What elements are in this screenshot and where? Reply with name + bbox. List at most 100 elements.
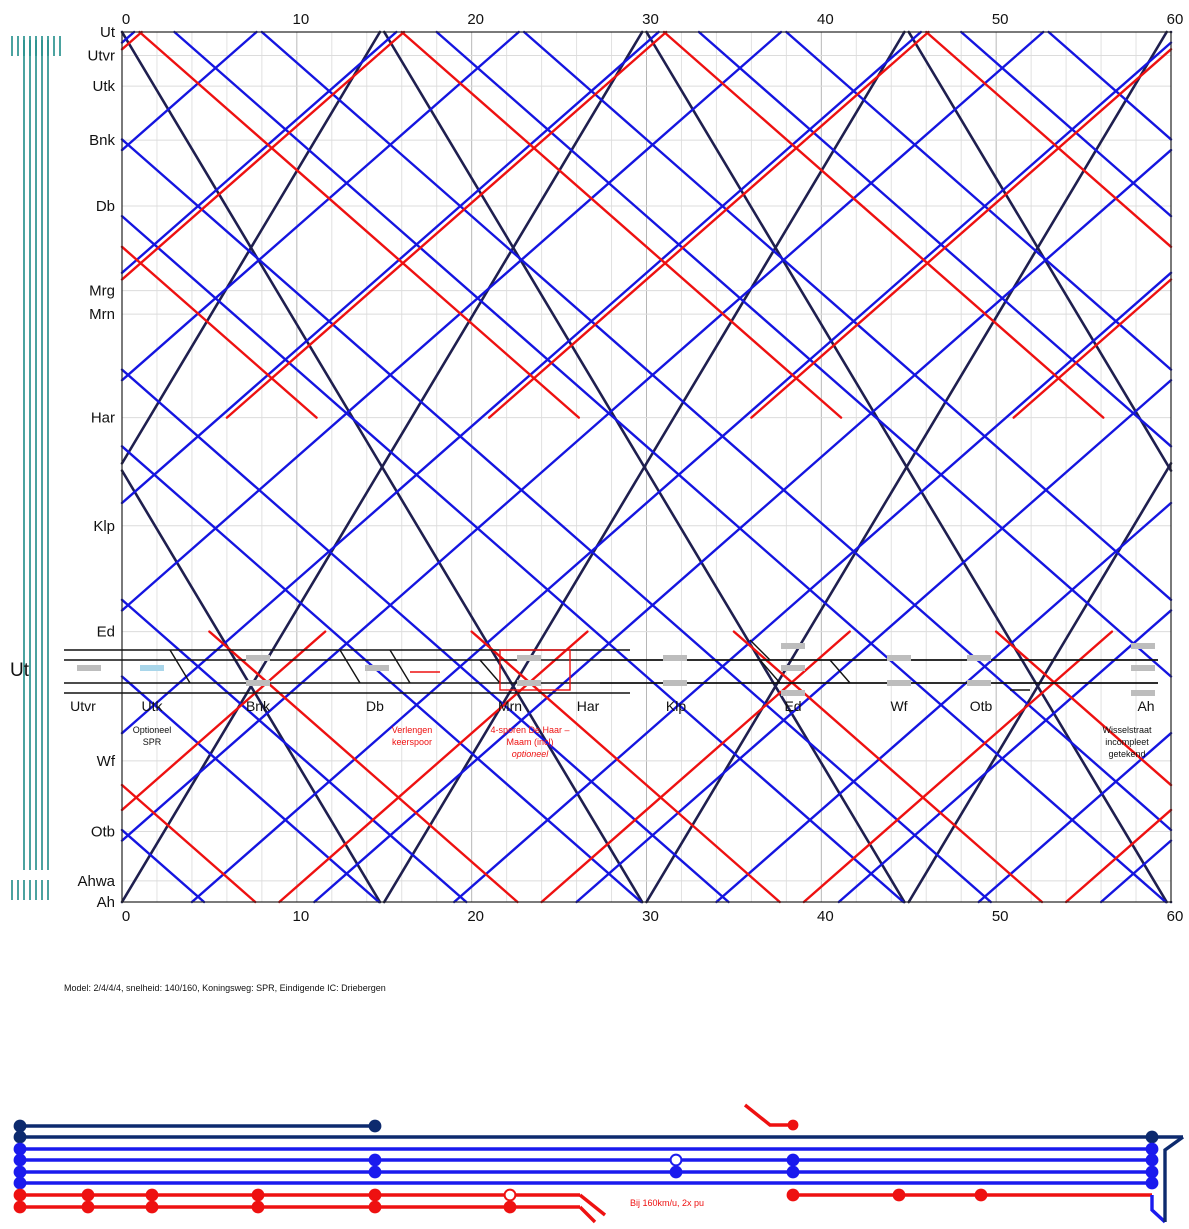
train-path-spr — [120, 598, 468, 904]
service-extra-1-stop — [251, 1188, 265, 1202]
chart-grid — [121, 31, 1172, 903]
train-path-extra — [540, 630, 851, 904]
note-mrn: 4-sporen De Haar – — [490, 725, 569, 735]
train-path-spr — [120, 828, 206, 904]
note-db: keerspoor — [392, 737, 432, 747]
train-path-extra — [400, 30, 843, 419]
x-axis-top: 0 10 20 30 40 50 60 — [122, 11, 1184, 28]
train-path-spr — [697, 30, 1173, 448]
station-label: Ah — [97, 894, 115, 911]
train-path-spr — [120, 30, 923, 735]
service-spr-3-stop — [786, 1165, 800, 1179]
schematic-station-label: Otb — [970, 698, 993, 714]
platform — [781, 665, 805, 671]
note-utk: SPR — [143, 737, 162, 747]
crossover — [389, 649, 411, 684]
x-tick-label-bottom: 20 — [467, 908, 484, 925]
track-occupancy-ribbon — [11, 36, 61, 900]
service-spr-2-stop — [786, 1153, 800, 1167]
platform — [517, 655, 541, 661]
station-label: Utvr — [88, 48, 116, 65]
note-ah: incompleet — [1105, 737, 1149, 747]
train-path-spr — [173, 30, 1167, 904]
schematic-station-label: Ah — [1137, 698, 1154, 714]
service-lines-legend: Bij 160km/u, 2x pu — [13, 1103, 1184, 1224]
crossover — [479, 659, 501, 684]
x-tick-label-top: 30 — [642, 11, 659, 28]
station-label: Ahwa — [77, 873, 115, 890]
four-track-section — [499, 649, 571, 691]
x-tick-label-top: 40 — [817, 11, 834, 28]
train-path-spr — [120, 30, 520, 382]
train-path-spr — [435, 30, 1173, 678]
train-path-extra — [1012, 278, 1173, 419]
platform — [140, 665, 164, 671]
note-ah: getekend — [1108, 749, 1145, 759]
platform — [663, 655, 687, 661]
train-path-extra — [120, 630, 327, 812]
train-path-spr — [715, 501, 1173, 904]
service-spr-4-stop — [1145, 1176, 1159, 1190]
train-path-spr — [260, 30, 1173, 832]
service-extra-1-stop — [13, 1188, 27, 1202]
train-path-spr — [120, 30, 660, 505]
crossover — [169, 649, 191, 684]
model-caption: Model: 2/4/4/4, snelheid: 140/160, Konin… — [64, 983, 386, 993]
platform — [246, 680, 270, 686]
service-extra-2-stop — [368, 1200, 382, 1214]
train-path-extra — [1064, 808, 1173, 904]
train-path-ic — [907, 30, 1173, 472]
platform — [365, 665, 389, 671]
platform — [887, 680, 911, 686]
service-spr-2-stop — [368, 1153, 382, 1167]
service-spr-2-stop — [1145, 1153, 1159, 1167]
train-path-extra — [487, 30, 930, 419]
station-label: Db — [96, 198, 115, 215]
platform — [246, 655, 270, 661]
service-spr-1-stop — [1145, 1142, 1159, 1156]
service-extra-3-stop — [892, 1188, 906, 1202]
station-label: Har — [91, 410, 115, 427]
train-path-extra — [138, 30, 581, 419]
train-path-ic — [645, 30, 1168, 904]
x-tick-label-bottom: 30 — [642, 908, 659, 925]
platform — [967, 680, 991, 686]
train-path-spr — [120, 30, 783, 612]
station-label: Mrg — [89, 283, 115, 300]
service-spr-4-stop — [13, 1176, 27, 1190]
service-extra-tail — [578, 1193, 607, 1217]
platform — [887, 655, 911, 661]
crossover — [339, 649, 361, 684]
schematic-station-label: Ed — [784, 698, 801, 714]
service-extra-2-stop — [145, 1200, 159, 1214]
service-ic-stop — [1145, 1130, 1159, 1144]
service-extra-2-stop — [503, 1200, 517, 1214]
service-extra-2-stop — [251, 1200, 265, 1214]
train-path-spr — [1099, 839, 1173, 904]
service-ic-driebergen-stop — [368, 1119, 382, 1133]
service-extra-2-stop — [13, 1200, 27, 1214]
train-path-spr — [120, 214, 905, 904]
note-ah: Wisselstraat — [1102, 725, 1152, 735]
train-path-ic — [120, 30, 382, 465]
service-spr-2-stop — [13, 1153, 27, 1167]
train-path-extra — [732, 630, 1044, 904]
note-db: Verlengen — [392, 725, 433, 735]
platform — [1131, 665, 1155, 671]
chart-frame — [121, 31, 1172, 903]
platform — [1131, 690, 1155, 696]
train-path-extra — [208, 630, 519, 904]
platform — [663, 680, 687, 686]
station-label: Ut — [100, 24, 116, 41]
train-path-spr — [120, 30, 1045, 842]
schematic-station-label: Bnk — [246, 698, 271, 714]
platform — [1131, 643, 1155, 649]
train-path-ic — [120, 30, 644, 904]
service-extra-1-stop — [145, 1188, 159, 1202]
service-extra-1-stop — [503, 1188, 517, 1202]
train-path-extra — [120, 30, 406, 281]
train-path-ic — [382, 30, 906, 904]
x-tick-label-bottom: 0 — [122, 908, 130, 925]
x-tick-label-top: 60 — [1167, 11, 1184, 28]
